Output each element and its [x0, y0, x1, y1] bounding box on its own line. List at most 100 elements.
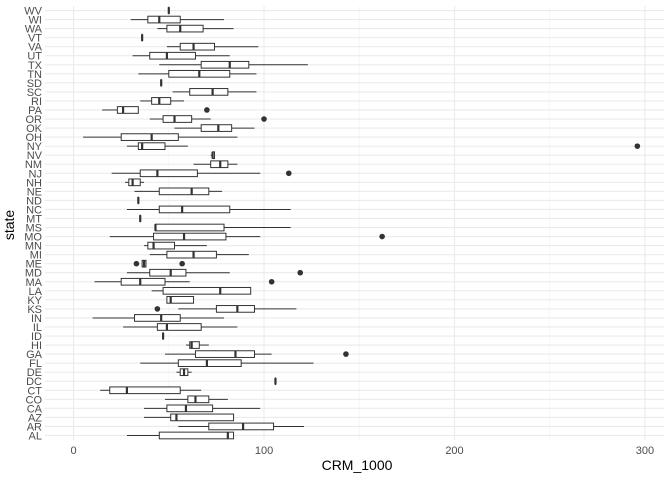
y-tick-label: FL	[29, 358, 42, 370]
box-AR	[178, 422, 305, 431]
box-PA	[102, 106, 210, 114]
y-axis-title: state	[1, 210, 17, 241]
box-MA	[94, 277, 275, 286]
box-iqr	[215, 305, 256, 313]
box-MN	[144, 241, 207, 250]
box-iqr	[153, 232, 227, 241]
y-tick-label: MS	[26, 223, 43, 235]
y-tick-label: TX	[28, 60, 43, 72]
box-NM	[193, 160, 238, 169]
box-iqr	[134, 314, 181, 322]
box-TN	[138, 69, 257, 78]
box-iqr	[128, 178, 141, 187]
y-tick-label: HI	[31, 340, 42, 352]
y-tick-label: CT	[27, 385, 42, 397]
y-tick-label: MO	[24, 232, 42, 244]
y-tick-label: ND	[26, 195, 42, 207]
box-NH	[124, 178, 145, 187]
y-tick-label: NC	[26, 204, 42, 216]
box-KY	[166, 296, 195, 304]
box-NJ	[111, 169, 292, 178]
outlier-point	[261, 116, 267, 122]
outlier-point	[343, 351, 349, 357]
outlier-point	[379, 233, 385, 240]
box-IL	[123, 323, 238, 331]
y-tick-label: GA	[26, 349, 43, 361]
y-tick-label: OR	[26, 114, 43, 126]
box-RI	[140, 97, 185, 105]
box-iqr	[166, 250, 217, 259]
y-tick-label: ME	[26, 259, 43, 271]
box-KS	[154, 305, 297, 313]
y-tick-label: NH	[26, 177, 42, 189]
box-CO	[164, 395, 228, 404]
y-tick-label: IL	[33, 322, 42, 334]
y-tick-label: WA	[25, 24, 43, 36]
box-NE	[134, 187, 223, 196]
box-iqr	[187, 395, 210, 404]
box-iqr	[139, 169, 198, 178]
box-AL	[126, 431, 235, 440]
y-tick-label: AZ	[28, 412, 42, 424]
x-tick-label: 300	[636, 445, 654, 457]
y-tick-label: OH	[26, 132, 43, 144]
box-AZ	[144, 413, 235, 422]
y-tick-label: OK	[26, 123, 43, 135]
outlier-point	[268, 278, 275, 285]
y-tick-label: TN	[27, 69, 42, 81]
outlier-point	[297, 269, 304, 276]
box-iqr	[147, 15, 181, 24]
box-iqr	[158, 205, 231, 214]
x-tick-label: 100	[255, 445, 273, 457]
box-iqr	[154, 223, 225, 232]
box-iqr	[166, 404, 214, 413]
y-tick-label: KY	[27, 295, 42, 307]
y-tick-label: UT	[27, 51, 42, 63]
y-tick-label: CA	[27, 403, 43, 415]
outlier-point	[154, 306, 161, 312]
box-iqr	[109, 386, 181, 395]
box-NY	[126, 142, 641, 150]
box-OK	[174, 124, 255, 132]
box-iqr	[200, 60, 250, 69]
box-MI	[149, 250, 249, 259]
y-tick-label: PA	[28, 105, 43, 117]
outlier-point	[285, 170, 292, 177]
y-tick-label: MN	[25, 241, 42, 253]
y-tick-label: NM	[25, 159, 42, 171]
box-iqr	[156, 323, 202, 331]
box-OH	[83, 133, 238, 141]
box-iqr	[208, 422, 275, 431]
y-tick-label: CO	[26, 394, 43, 406]
box-VA	[166, 42, 259, 51]
y-tick-label: LA	[29, 286, 43, 298]
box-MD	[126, 268, 304, 277]
outlier-point	[179, 260, 185, 267]
y-tick-label: MD	[25, 268, 42, 280]
y-tick-label: IN	[31, 313, 42, 325]
y-tick-label: ID	[31, 331, 42, 343]
outlier-point	[133, 260, 140, 267]
y-tick-label: MT	[26, 213, 42, 225]
x-tick-labels: 0 100 200 300	[71, 445, 655, 457]
y-tick-label: KS	[27, 304, 42, 316]
x-tick-label: 0	[71, 445, 77, 457]
box-iqr	[194, 350, 256, 358]
box-WI	[130, 15, 225, 24]
box-iqr	[158, 431, 235, 440]
box-iqr	[151, 97, 172, 105]
y-tick-labels: ALARAZCACOCTDCDEFLGAHIIDILINKSKYLAMAMDME…	[24, 6, 42, 443]
box-HI	[185, 341, 209, 349]
x-axis-title: CRM_1000	[322, 457, 393, 473]
box-TX	[159, 60, 308, 69]
box-ME	[133, 259, 185, 268]
box-GA	[164, 350, 349, 358]
box-NC	[126, 205, 291, 214]
y-tick-label: VA	[28, 42, 43, 54]
box-iqr	[149, 268, 187, 277]
y-tick-label: WV	[24, 6, 42, 18]
box-iqr	[177, 359, 242, 367]
box-iqr	[189, 88, 229, 96]
y-tick-label: RI	[31, 96, 42, 108]
